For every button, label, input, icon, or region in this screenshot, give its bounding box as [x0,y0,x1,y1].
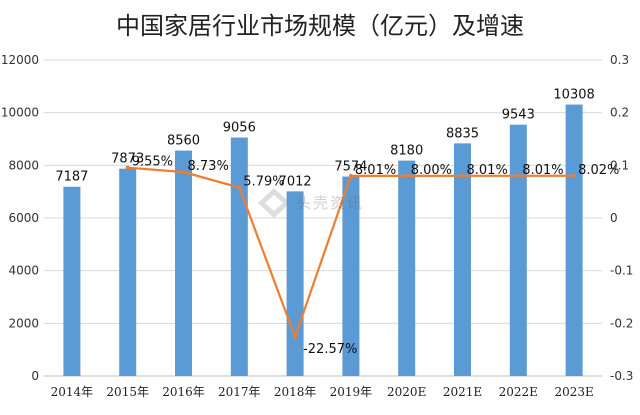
growth-value-label: -22.57% [303,342,357,357]
bar [342,176,360,376]
growth-value-label: 5.79% [243,175,284,190]
bar [175,150,192,376]
y-left-tick-label: 2000 [8,316,39,330]
y-right-tick-label: 0.1 [610,158,629,172]
x-tick-label: 2017年 [218,385,261,399]
x-tick-label: 2020E [387,385,426,399]
x-tick-label: 2018年 [274,385,317,399]
growth-value-label: 8.73% [188,159,229,174]
bar [119,168,137,376]
y-right-tick-label: -0.1 [610,264,633,278]
growth-point [460,173,465,178]
y-right-tick-label: -0.3 [610,369,633,383]
bar-value-label: 8560 [167,134,200,149]
bar [230,137,248,376]
y-right-tick-label: 0 [610,211,618,225]
bar-value-label: 9543 [502,108,535,123]
growth-point [125,165,130,170]
x-tick-label: 2016年 [162,385,205,399]
x-tick-label: 2014年 [51,385,94,399]
bar-value-label: 8835 [446,126,479,141]
y-right-tick-label: -0.2 [610,316,633,330]
bar-value-label: 10308 [553,88,594,103]
y-left-tick-label: 4000 [8,264,39,278]
bar [509,124,527,377]
bar [565,104,583,376]
x-tick-label: 2019年 [330,385,373,399]
y-right-tick-label: 0.3 [610,53,629,67]
x-tick-label: 2021E [443,385,482,399]
x-tick-label: 2015年 [106,385,149,399]
bar-value-label: 8180 [390,144,423,159]
y-right-tick-label: 0.2 [610,106,629,120]
growth-point [181,170,186,175]
bar [286,191,304,376]
growth-point [572,173,577,178]
growth-value-label: 8.02% [578,163,619,178]
y-left-tick-label: 10000 [1,106,39,120]
growth-value-label: 8.00% [411,163,452,178]
growth-value-label: 9.55% [132,155,173,170]
bar-value-label: 7012 [279,174,312,189]
growth-point [404,173,409,178]
bar [398,160,416,376]
growth-point [237,185,242,190]
growth-point [348,173,353,178]
y-left-tick-label: 0 [31,369,39,383]
bar-value-label: 7873 [111,152,144,167]
x-tick-label: 2023E [554,385,593,399]
bar-value-label: 7574 [334,160,367,175]
bar [454,143,471,376]
x-tick-label: 2022E [499,385,538,399]
growth-value-label: 8.01% [467,163,508,178]
y-left-tick-label: 8000 [8,158,39,172]
chart-title: 中国家居行业市场规模（亿元）及增速 [116,12,524,40]
bar-value-label: 9056 [223,121,256,136]
growth-point [516,173,521,178]
y-left-tick-label: 12000 [1,53,39,67]
bar [63,186,81,376]
growth-value-label: 8.01% [355,163,396,178]
growth-value-label: 8.01% [522,163,563,178]
growth-point [293,334,298,339]
bar-value-label: 7187 [55,170,88,185]
y-left-tick-label: 6000 [8,211,39,225]
